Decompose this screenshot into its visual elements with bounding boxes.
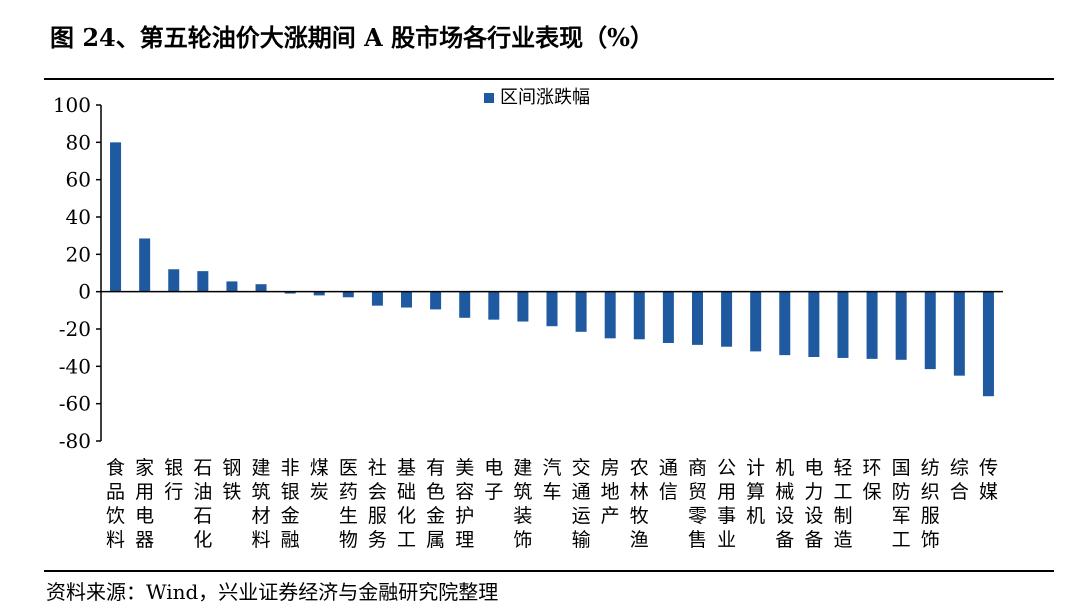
source-note: 资料来源：Wind，兴业证券经济与金融研究院整理 [46, 580, 499, 604]
x-tick-label: 建筑装饰 [513, 457, 532, 551]
x-tick-label: 基础化工 [397, 457, 416, 551]
x-tick-label: 计算机 [746, 457, 765, 527]
x-tick-label: 纺织服饰 [921, 457, 940, 551]
bar [575, 291, 587, 332]
x-tick-label: 交通运输 [572, 457, 591, 551]
x-tick-label: 医药生物 [339, 457, 358, 551]
x-tick-label: 石油石化 [193, 457, 212, 551]
x-tick-label: 家用电器 [135, 457, 154, 551]
bar [371, 291, 383, 306]
x-tick-label: 房地产 [601, 457, 620, 527]
y-tick-label: 40 [66, 205, 91, 229]
y-tick-label: -80 [59, 429, 91, 453]
y-tick-label: 0 [78, 280, 91, 304]
bar [924, 291, 936, 370]
bar [953, 291, 965, 376]
bar [662, 291, 674, 343]
bar [633, 291, 645, 340]
bar [110, 142, 122, 292]
x-tick-label: 建筑材料 [252, 457, 271, 551]
x-tick-label: 汽车 [542, 457, 561, 503]
bar [808, 291, 820, 357]
bar [721, 291, 733, 347]
figure-title: 图 24、第五轮油价大涨期间 A 股市场各行业表现（%） [50, 23, 654, 52]
x-tick-label: 食品饮料 [106, 457, 125, 551]
bar [342, 291, 354, 298]
x-tick-label: 电子 [484, 457, 503, 503]
bar [604, 291, 616, 339]
x-tick-label: 通信 [659, 457, 678, 503]
y-tick-label: -40 [59, 354, 91, 378]
bar [866, 291, 878, 359]
x-tick-label: 国防军工 [892, 457, 911, 551]
bar [430, 291, 442, 310]
bar [226, 281, 238, 292]
bar [401, 291, 413, 308]
bar [982, 291, 994, 397]
x-tick-label: 银行 [164, 457, 183, 503]
y-tick-label: 60 [66, 168, 91, 192]
x-tick-label: 电力设备 [804, 457, 823, 551]
bar [750, 291, 762, 352]
bars [110, 142, 994, 397]
x-tick-label: 机械设备 [775, 457, 794, 551]
bar [168, 269, 180, 292]
bar [691, 291, 703, 345]
bar [139, 238, 151, 292]
x-tick-label: 社会服务 [368, 457, 387, 551]
y-tick-label: -60 [59, 392, 91, 416]
bar [895, 291, 907, 360]
x-tick-label: 煤炭 [310, 457, 329, 503]
bar [459, 291, 471, 318]
bar [837, 291, 849, 358]
bar [255, 284, 267, 292]
x-tick-label: 综合 [950, 457, 969, 503]
bar [546, 291, 558, 327]
y-tick-label: -20 [59, 317, 91, 341]
x-tick-labels: 食品饮料家用电器银行石油石化钢铁建筑材料非银金融煤炭医药生物社会服务基础化工有色… [106, 457, 998, 551]
x-tick-label: 传媒 [979, 457, 998, 503]
bottom-rule [44, 570, 1054, 572]
x-tick-label: 钢铁 [222, 457, 241, 503]
bar [313, 291, 325, 296]
legend-label: 区间涨跌幅 [500, 87, 590, 108]
x-tick-label: 非银金融 [281, 457, 300, 551]
bar [517, 291, 529, 322]
legend-swatch [484, 93, 494, 103]
y-tick-label: 20 [66, 242, 91, 266]
top-rule [44, 78, 1054, 80]
x-tick-label: 农林牧渔 [630, 457, 649, 551]
bar [284, 291, 296, 294]
x-tick-label: 有色金属 [426, 457, 445, 551]
x-tick-label: 环保 [863, 457, 882, 503]
x-tick-label: 轻工制造 [833, 457, 852, 551]
bar [488, 291, 500, 320]
y-axis: 100 80 60 40 20 0 -20 -40 -60 -80 [53, 93, 102, 453]
x-tick-label: 公用事业 [717, 457, 736, 551]
bar [197, 271, 209, 292]
legend: 区间涨跌幅 [484, 87, 590, 108]
x-tick-label: 美容护理 [455, 457, 474, 551]
bar [779, 291, 791, 356]
y-tick-label: 80 [66, 130, 91, 154]
x-tick-label: 商贸零售 [688, 457, 707, 551]
y-tick-label: 100 [53, 93, 91, 117]
